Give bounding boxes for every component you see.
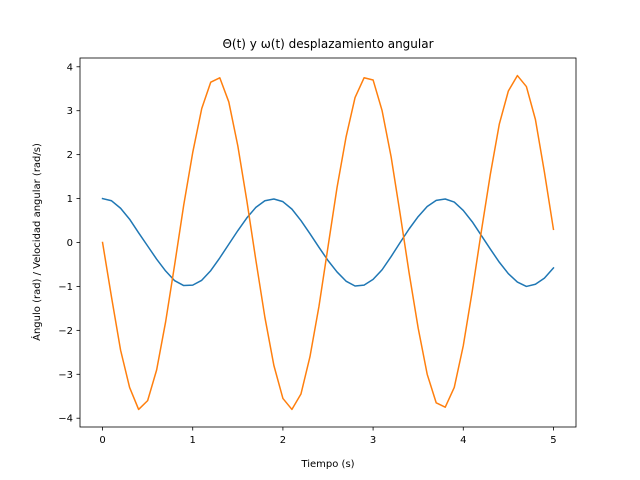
y-axis: −4 −3 −2 −1 0 1 2 3 4: [58, 62, 80, 425]
y-tick-label: −4: [58, 414, 73, 425]
x-tick-label: 4: [460, 435, 466, 446]
y-tick-label: 4: [67, 62, 73, 73]
x-axis-label: Tiempo (s): [300, 459, 354, 470]
y-tick-label: −3: [58, 370, 73, 381]
x-axis: 0 1 2 3 4 5: [99, 427, 557, 446]
x-tick-label: 2: [280, 435, 286, 446]
y-axis-label: Ángulo (rad) / Velocidad angular (rad/s): [30, 143, 43, 341]
y-tick-label: 2: [67, 150, 73, 161]
y-tick-label: 3: [67, 106, 73, 117]
x-tick-label: 5: [550, 435, 556, 446]
series-line-2: [101, 74, 555, 411]
y-tick-label: 0: [67, 238, 73, 249]
x-tick-label: 1: [190, 435, 196, 446]
chart-title: Θ(t) y ω(t) desplazamiento angular: [222, 37, 433, 51]
y-tick-label: −1: [58, 282, 73, 293]
x-tick-label: 0: [99, 435, 105, 446]
y-tick-label: −2: [58, 326, 73, 337]
x-tick-label: 3: [370, 435, 376, 446]
plot-series: [101, 74, 555, 411]
series-line-1: [101, 197, 555, 288]
y-tick-label: 1: [67, 194, 73, 205]
